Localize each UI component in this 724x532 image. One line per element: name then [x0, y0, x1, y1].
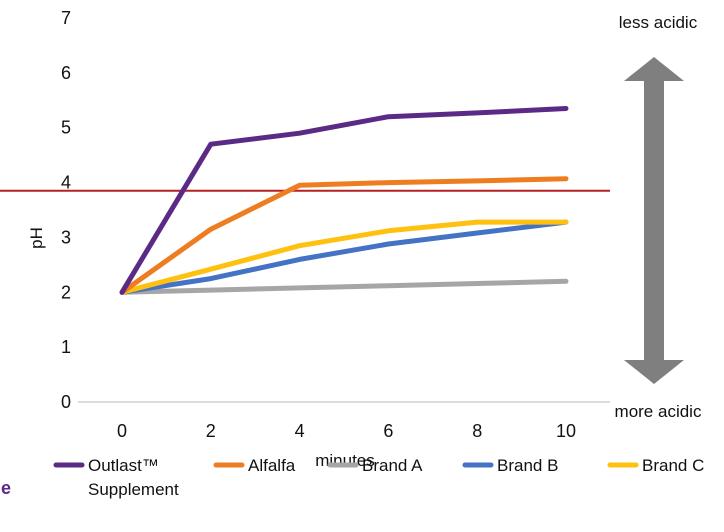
- x-tick-label: 10: [556, 421, 576, 441]
- series-line-brand-c: [119, 219, 569, 295]
- y-tick-labels: 0 1 2 3 4 5 6 7: [61, 8, 71, 412]
- acidity-arrow-icon: [624, 57, 684, 384]
- x-tick-label: 4: [295, 421, 305, 441]
- legend-label: Brand B: [497, 456, 558, 475]
- series-line-brand-a: [119, 278, 569, 295]
- cut-off-text: e: [1, 478, 11, 498]
- x-tick-labels: 0 2 4 6 8 10: [117, 421, 576, 441]
- y-tick-label: 2: [61, 282, 71, 302]
- legend: Outlast™ Supplement Alfalfa Brand A Brand B B…: [53, 456, 704, 499]
- less-acidic-label: less acidic: [619, 13, 698, 32]
- x-tick-label: 2: [206, 421, 216, 441]
- series-line-brand-b: [119, 219, 569, 295]
- y-tick-label: 1: [61, 337, 71, 357]
- series-lines: [119, 106, 569, 295]
- legend-label: Alfalfa: [248, 456, 296, 475]
- x-tick-label: 8: [472, 421, 482, 441]
- x-tick-label: 0: [117, 421, 127, 441]
- y-tick-label: 6: [61, 63, 71, 83]
- y-tick-label: 3: [61, 227, 71, 247]
- series-line-alfalfa: [119, 176, 569, 295]
- legend-label: Supplement: [88, 480, 179, 499]
- y-tick-label: 4: [61, 173, 71, 193]
- y-tick-label: 0: [61, 392, 71, 412]
- x-tick-label: 6: [383, 421, 393, 441]
- legend-label: Outlast™: [88, 456, 159, 475]
- series-line-outlast-supplement: [119, 106, 569, 295]
- more-acidic-label: more acidic: [615, 402, 702, 421]
- y-tick-label: 7: [61, 8, 71, 28]
- y-axis-title: pH: [27, 227, 46, 249]
- legend-label: Brand A: [362, 456, 423, 475]
- y-tick-label: 5: [61, 118, 71, 138]
- legend-label: Brand C: [642, 456, 704, 475]
